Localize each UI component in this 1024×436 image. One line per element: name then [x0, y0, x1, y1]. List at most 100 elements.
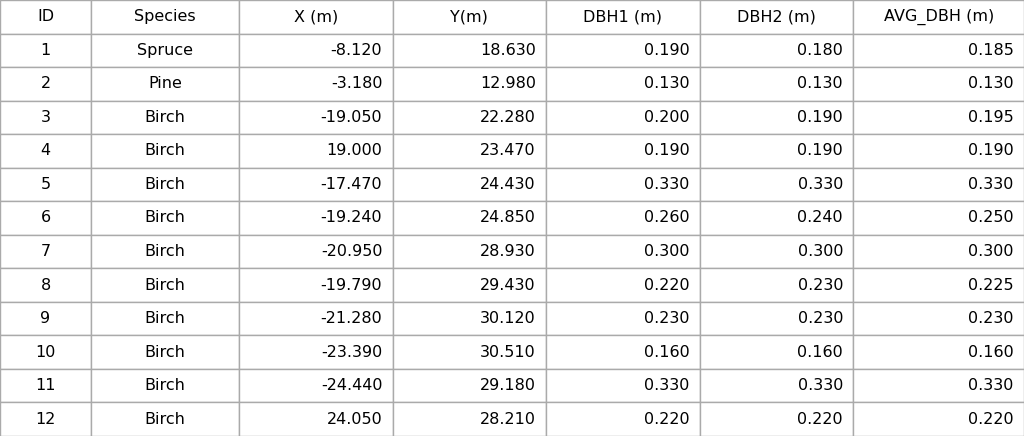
Bar	[699, 268, 853, 302]
Bar	[699, 369, 853, 402]
Text: -8.120: -8.120	[331, 43, 382, 58]
Text: 9: 9	[41, 311, 50, 326]
Bar	[239, 268, 392, 302]
Text: Birch: Birch	[144, 110, 185, 125]
Text: 10: 10	[35, 344, 55, 360]
Text: 0.190: 0.190	[968, 143, 1014, 158]
Text: 0.230: 0.230	[644, 311, 689, 326]
Bar	[0, 101, 91, 134]
Bar	[546, 0, 699, 34]
Text: 23.470: 23.470	[480, 143, 536, 158]
Bar	[0, 168, 91, 201]
Bar	[853, 369, 1024, 402]
Bar	[699, 168, 853, 201]
Text: 0.130: 0.130	[644, 76, 689, 92]
Bar	[853, 201, 1024, 235]
Bar	[0, 302, 91, 335]
Bar	[239, 369, 392, 402]
Bar	[239, 0, 392, 34]
Bar	[239, 34, 392, 67]
Text: 18.630: 18.630	[480, 43, 536, 58]
Bar	[91, 369, 239, 402]
Bar	[853, 268, 1024, 302]
Bar	[91, 201, 239, 235]
Text: Birch: Birch	[144, 278, 185, 293]
Text: 24.050: 24.050	[327, 412, 382, 427]
Text: 0.330: 0.330	[644, 378, 689, 393]
Text: 12.980: 12.980	[480, 76, 536, 92]
Bar	[699, 101, 853, 134]
Text: -23.390: -23.390	[322, 344, 382, 360]
Bar	[392, 168, 546, 201]
Text: 0.230: 0.230	[798, 311, 843, 326]
Bar	[239, 201, 392, 235]
Bar	[0, 335, 91, 369]
Text: Spruce: Spruce	[137, 43, 193, 58]
Bar	[91, 268, 239, 302]
Text: 0.220: 0.220	[968, 412, 1014, 427]
Text: -19.050: -19.050	[321, 110, 382, 125]
Bar	[0, 201, 91, 235]
Bar	[853, 101, 1024, 134]
Bar	[0, 34, 91, 67]
Text: 0.190: 0.190	[798, 143, 843, 158]
Text: AVG_DBH (m): AVG_DBH (m)	[884, 9, 993, 25]
Text: -19.240: -19.240	[321, 211, 382, 225]
Bar	[0, 235, 91, 268]
Text: 0.230: 0.230	[798, 278, 843, 293]
Text: 30.120: 30.120	[480, 311, 536, 326]
Bar	[546, 335, 699, 369]
Text: Birch: Birch	[144, 143, 185, 158]
Text: 11: 11	[35, 378, 55, 393]
Text: Birch: Birch	[144, 412, 185, 427]
Bar	[91, 335, 239, 369]
Bar	[546, 101, 699, 134]
Bar	[699, 134, 853, 168]
Text: 1: 1	[40, 43, 50, 58]
Text: -17.470: -17.470	[321, 177, 382, 192]
Bar	[699, 235, 853, 268]
Bar	[392, 34, 546, 67]
Text: Birch: Birch	[144, 244, 185, 259]
Text: -21.280: -21.280	[321, 311, 382, 326]
Bar	[392, 101, 546, 134]
Bar	[392, 369, 546, 402]
Bar	[392, 201, 546, 235]
Bar	[546, 201, 699, 235]
Bar	[239, 101, 392, 134]
Text: 5: 5	[41, 177, 50, 192]
Text: 6: 6	[41, 211, 50, 225]
Text: 0.300: 0.300	[644, 244, 689, 259]
Text: 0.330: 0.330	[798, 378, 843, 393]
Bar	[392, 235, 546, 268]
Bar	[239, 235, 392, 268]
Text: 0.190: 0.190	[644, 43, 689, 58]
Text: 0.185: 0.185	[968, 43, 1014, 58]
Bar	[239, 134, 392, 168]
Bar	[392, 268, 546, 302]
Text: 19.000: 19.000	[327, 143, 382, 158]
Bar	[699, 34, 853, 67]
Bar	[392, 134, 546, 168]
Bar	[91, 67, 239, 101]
Text: 0.260: 0.260	[644, 211, 689, 225]
Bar	[392, 0, 546, 34]
Bar	[699, 335, 853, 369]
Text: Pine: Pine	[148, 76, 182, 92]
Bar	[699, 67, 853, 101]
Text: 12: 12	[35, 412, 55, 427]
Text: -3.180: -3.180	[331, 76, 382, 92]
Text: 0.160: 0.160	[644, 344, 689, 360]
Bar	[546, 67, 699, 101]
Text: ID: ID	[37, 9, 54, 24]
Text: 29.180: 29.180	[480, 378, 536, 393]
Bar	[853, 0, 1024, 34]
Bar	[0, 134, 91, 168]
Text: -19.790: -19.790	[321, 278, 382, 293]
Bar	[853, 335, 1024, 369]
Text: X (m): X (m)	[294, 9, 338, 24]
Text: -24.440: -24.440	[321, 378, 382, 393]
Text: 2: 2	[41, 76, 50, 92]
Bar	[546, 268, 699, 302]
Bar	[546, 134, 699, 168]
